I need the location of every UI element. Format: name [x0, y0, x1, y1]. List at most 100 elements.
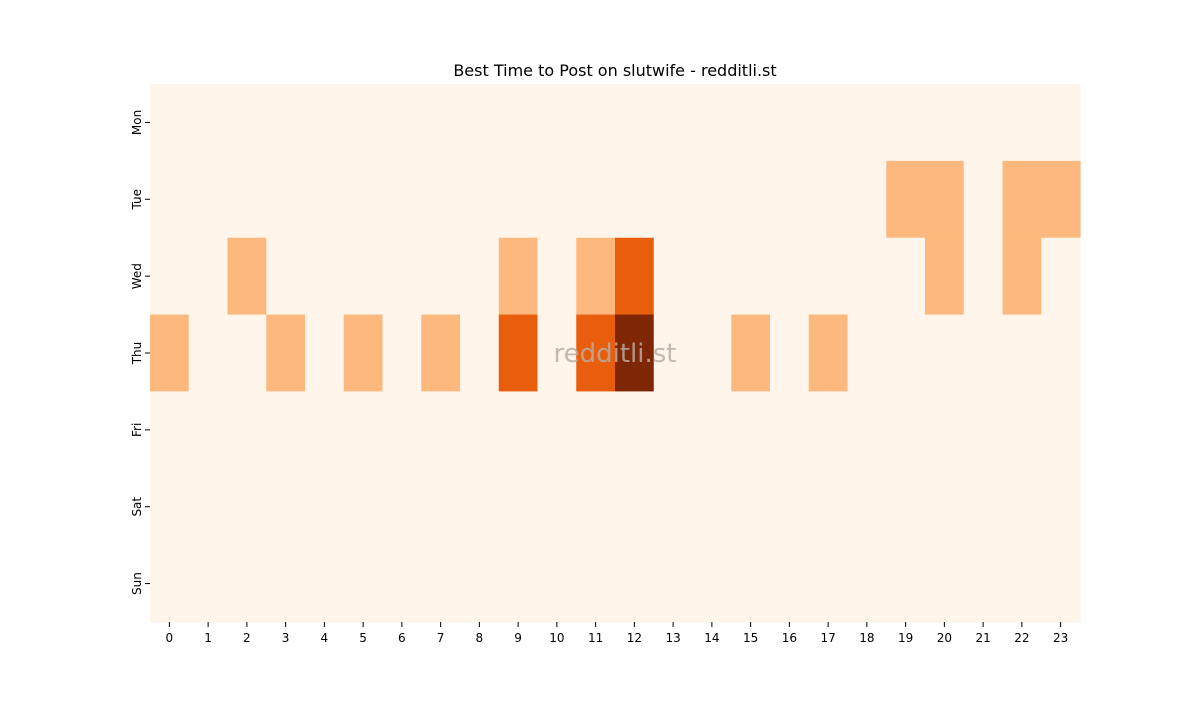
heatmap-cell-sat-16 [770, 468, 810, 546]
heatmap-cell-wed-9 [498, 237, 539, 316]
heatmap-cell-sat-14 [692, 468, 732, 546]
heatmap-cell-tue-22 [1002, 160, 1042, 239]
heatmap-cell-thu-1 [188, 314, 229, 393]
heatmap-cell-fri-16 [770, 391, 810, 469]
heatmap-cell-fri-8 [460, 391, 500, 469]
heatmap-cell-sun-16 [770, 545, 810, 623]
x-tick-label: 7 [437, 631, 445, 645]
heatmap-cell-sat-17 [808, 468, 849, 546]
heatmap-cell-sun-2 [227, 545, 267, 623]
heatmap-cell-sun-11 [576, 545, 616, 623]
heatmap-cell-sat-5 [343, 468, 384, 546]
x-tick-label: 2 [243, 631, 251, 645]
heatmap-cell-fri-9 [498, 391, 539, 469]
x-tick-label: 13 [665, 631, 680, 645]
heatmap-cell-mon-6 [382, 84, 422, 162]
heatmap-cell-wed-15 [731, 237, 771, 316]
heatmap-cell-fri-17 [808, 391, 849, 469]
heatmap-cell-thu-12 [615, 314, 655, 393]
heatmap-cell-wed-19 [886, 237, 926, 316]
heatmap-cell-mon-12 [615, 84, 655, 162]
x-tick-label: 20 [937, 631, 952, 645]
heatmap-cell-thu-9 [498, 314, 539, 393]
heatmap-cell-thu-23 [1041, 314, 1081, 393]
x-tick-label: 17 [820, 631, 835, 645]
heatmap-cell-tue-7 [421, 160, 461, 239]
x-tick-label: 22 [1014, 631, 1029, 645]
y-tick-label: Sat [130, 497, 144, 517]
heatmap-cell-fri-14 [692, 391, 732, 469]
x-tick-label: 18 [859, 631, 874, 645]
heatmap-cell-sat-11 [576, 468, 616, 546]
heatmap-cell-sun-0 [150, 545, 190, 623]
x-tick-label: 4 [321, 631, 329, 645]
heatmap-cell-thu-8 [460, 314, 500, 393]
heatmap-cell-fri-11 [576, 391, 616, 469]
heatmap-cell-sat-23 [1041, 468, 1081, 546]
heatmap-cell-wed-1 [188, 237, 229, 316]
heatmap-cell-mon-5 [343, 84, 384, 162]
x-tick-label: 1 [204, 631, 212, 645]
heatmap-cell-tue-12 [615, 160, 655, 239]
x-tick-label: 21 [975, 631, 990, 645]
heatmap-cell-thu-15 [731, 314, 771, 393]
heatmap-cell-wed-4 [305, 237, 345, 316]
heatmap-cell-wed-20 [925, 237, 965, 316]
heatmap-cell-thu-18 [847, 314, 887, 393]
heatmap-cell-sat-18 [847, 468, 887, 546]
heatmap-cell-mon-4 [305, 84, 345, 162]
heatmap-cell-tue-6 [382, 160, 422, 239]
heatmap-cell-mon-16 [770, 84, 810, 162]
heatmap-cell-thu-20 [925, 314, 965, 393]
heatmap-cell-sun-1 [188, 545, 229, 623]
heatmap-cell-fri-1 [188, 391, 229, 469]
heatmap-cell-sun-18 [847, 545, 887, 623]
heatmap-cell-mon-0 [150, 84, 190, 162]
heatmap-cell-fri-0 [150, 391, 190, 469]
heatmap-cell-fri-5 [343, 391, 384, 469]
heatmap-cell-sun-21 [963, 545, 1004, 623]
heatmap-cell-tue-2 [227, 160, 267, 239]
heatmap-cell-wed-3 [266, 237, 306, 316]
heatmap-cell-sun-19 [886, 545, 926, 623]
heatmap-cell-tue-15 [731, 160, 771, 239]
heatmap-cell-fri-23 [1041, 391, 1081, 469]
heatmap-cell-thu-17 [808, 314, 849, 393]
x-tick-label: 3 [282, 631, 290, 645]
heatmap-cell-tue-4 [305, 160, 345, 239]
heatmap-cell-sun-8 [460, 545, 500, 623]
heatmap-cell-tue-14 [692, 160, 732, 239]
x-tick-label: 14 [704, 631, 719, 645]
heatmap-cell-sun-12 [615, 545, 655, 623]
heatmap-cell-mon-20 [925, 84, 965, 162]
heatmap-cell-wed-0 [150, 237, 190, 316]
heatmap-cell-sun-14 [692, 545, 732, 623]
heatmap-cell-thu-4 [305, 314, 345, 393]
heatmap-cell-sat-1 [188, 468, 229, 546]
heatmap-cell-fri-12 [615, 391, 655, 469]
x-axis: 0 1 2 3 4 5 6 7 8 9 10 11 12 13 14 15 16 17 18 19 20 21 22 23 [166, 622, 1068, 645]
heatmap-cell-tue-21 [963, 160, 1004, 239]
heatmap-cell-sun-23 [1041, 545, 1081, 623]
heatmap-cell-thu-10 [537, 314, 577, 393]
heatmap-cell-sun-20 [925, 545, 965, 623]
x-tick-label: 9 [514, 631, 522, 645]
heatmap-cell-tue-3 [266, 160, 306, 239]
heatmap-cell-sat-7 [421, 468, 461, 546]
heatmap-cell-sat-22 [1002, 468, 1042, 546]
heatmap-cell-sat-13 [653, 468, 694, 546]
heatmap-cell-mon-14 [692, 84, 732, 162]
x-tick-label: 15 [743, 631, 758, 645]
heatmap-cell-sun-5 [343, 545, 384, 623]
heatmap-cell-sun-10 [537, 545, 577, 623]
y-tick-label: Wed [130, 263, 144, 289]
x-tick-label: 19 [898, 631, 913, 645]
heatmap-cell-sat-2 [227, 468, 267, 546]
heatmap-cell-fri-13 [653, 391, 694, 469]
heatmap-cell-thu-13 [653, 314, 694, 393]
x-tick-label: 12 [627, 631, 642, 645]
heatmap-cell-fri-18 [847, 391, 887, 469]
heatmap-cell-thu-16 [770, 314, 810, 393]
heatmap-cell-thu-5 [343, 314, 384, 393]
